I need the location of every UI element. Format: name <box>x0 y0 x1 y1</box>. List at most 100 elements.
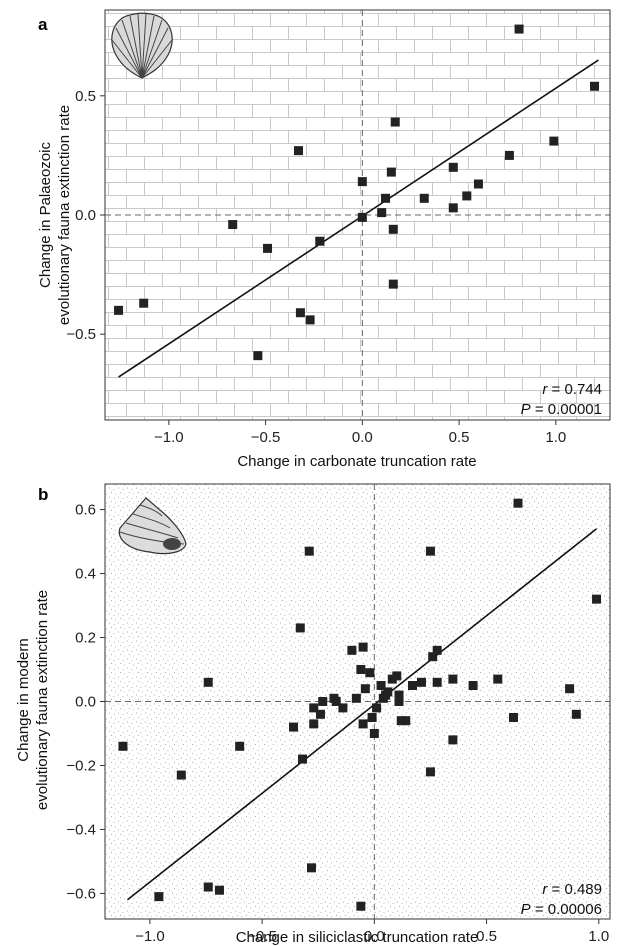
data-point <box>351 693 361 703</box>
y-tick-label: −0.6 <box>66 885 96 902</box>
data-point <box>357 177 367 187</box>
data-point <box>386 167 396 177</box>
data-point <box>448 203 458 213</box>
data-point <box>293 146 303 156</box>
data-point <box>235 741 245 751</box>
data-point <box>425 767 435 777</box>
data-point <box>388 279 398 289</box>
data-point <box>504 150 514 160</box>
data-point <box>394 697 404 706</box>
data-point <box>425 546 435 556</box>
panel-letter-a: a <box>38 15 48 34</box>
data-point <box>448 162 458 172</box>
data-point <box>304 546 314 556</box>
data-point <box>228 220 238 230</box>
gastropod-shell-icon <box>118 497 187 555</box>
data-point <box>407 681 417 691</box>
y-tick-label: 0.0 <box>75 694 96 711</box>
data-point <box>392 671 402 681</box>
x-axis-a: −1.0 −0.5 0.0 0.5 1.0 <box>154 420 566 446</box>
data-point <box>358 642 368 652</box>
data-point <box>347 645 357 655</box>
y-axis-a: −0.5 0.0 0.5 <box>66 88 105 343</box>
y-axis-b: −0.6 −0.4 −0.2 0.0 0.2 0.4 0.6 <box>66 502 105 902</box>
x-axis-b: −1.0 −0.5 0.0 0.5 1.0 <box>135 919 609 945</box>
data-point <box>369 728 379 738</box>
x-tick-label: −0.5 <box>247 928 277 945</box>
stat-r-a: r = 0.744 <box>542 381 602 398</box>
data-point <box>295 308 305 318</box>
stat-p-b: P = 0.00006 <box>521 901 602 918</box>
data-point <box>448 674 458 684</box>
data-point <box>448 735 458 745</box>
y-tick-label: 0.0 <box>75 207 96 224</box>
stat-p-a: P = 0.00001 <box>521 401 602 418</box>
y-axis-title-b-line2: evolutionary fauna extinction rate <box>34 590 51 810</box>
y-tick-label: −0.4 <box>66 821 96 838</box>
data-point <box>118 741 128 751</box>
data-point <box>571 709 581 719</box>
data-point <box>549 136 559 146</box>
x-tick-label: 0.5 <box>449 429 470 446</box>
x-tick-label: 0.0 <box>364 928 385 945</box>
y-tick-label: 0.5 <box>75 88 96 105</box>
data-point <box>298 754 308 764</box>
data-point <box>309 719 319 729</box>
data-point <box>358 719 368 729</box>
x-tick-label: 1.0 <box>588 928 609 945</box>
regression-line-b <box>126 528 598 901</box>
data-point <box>565 684 575 694</box>
y-axis-title-b-line1: Change in modern <box>15 638 32 761</box>
x-axis-title-a: Change in carbonate truncation rate <box>237 453 476 470</box>
stat-r-b: r = 0.489 <box>542 881 602 898</box>
data-point <box>401 716 411 726</box>
data-point <box>356 901 366 911</box>
data-point <box>473 179 483 189</box>
data-point <box>306 863 316 873</box>
data-point <box>315 709 325 719</box>
panel-b: −1.0 −0.5 0.0 0.5 1.0 −0.6 −0.4 −0.2 0.0 0.2 0.4 0… <box>15 483 611 946</box>
x-tick-label: 0.0 <box>352 429 373 446</box>
x-tick-label: 0.5 <box>476 928 497 945</box>
data-point <box>365 668 375 678</box>
data-point <box>318 697 328 706</box>
data-points-a <box>114 24 600 361</box>
data-point <box>203 677 213 687</box>
data-point <box>289 722 299 732</box>
data-point <box>114 305 124 315</box>
data-point <box>356 665 366 675</box>
data-point <box>493 674 503 684</box>
data-point <box>381 193 391 203</box>
data-point <box>338 703 348 713</box>
x-tick-label: −0.5 <box>251 429 281 446</box>
brachiopod-shell-icon <box>111 12 173 79</box>
y-tick-label: 0.2 <box>75 630 96 647</box>
data-point <box>388 224 398 234</box>
y-axis-title-a-line1: Change in Palaeozoic <box>37 142 54 288</box>
data-point <box>214 885 224 895</box>
data-point <box>432 645 442 655</box>
x-tick-label: −1.0 <box>135 928 165 945</box>
data-point <box>203 882 213 892</box>
x-tick-label: −1.0 <box>154 429 184 446</box>
data-point <box>305 315 315 325</box>
data-point <box>514 24 524 34</box>
data-point <box>377 208 387 218</box>
data-point <box>416 677 426 687</box>
data-point <box>376 681 386 691</box>
data-point <box>357 212 367 222</box>
data-point <box>360 684 370 694</box>
data-point <box>139 298 149 308</box>
data-point <box>508 712 518 722</box>
data-point <box>432 677 442 687</box>
data-point <box>592 594 602 604</box>
y-tick-label: 0.6 <box>75 502 96 519</box>
y-tick-label: 0.4 <box>75 566 96 583</box>
data-point <box>295 623 305 633</box>
data-point <box>367 712 377 722</box>
data-point <box>590 81 600 91</box>
y-tick-label: −0.2 <box>66 757 96 774</box>
data-point <box>468 681 478 691</box>
data-point <box>372 703 382 713</box>
